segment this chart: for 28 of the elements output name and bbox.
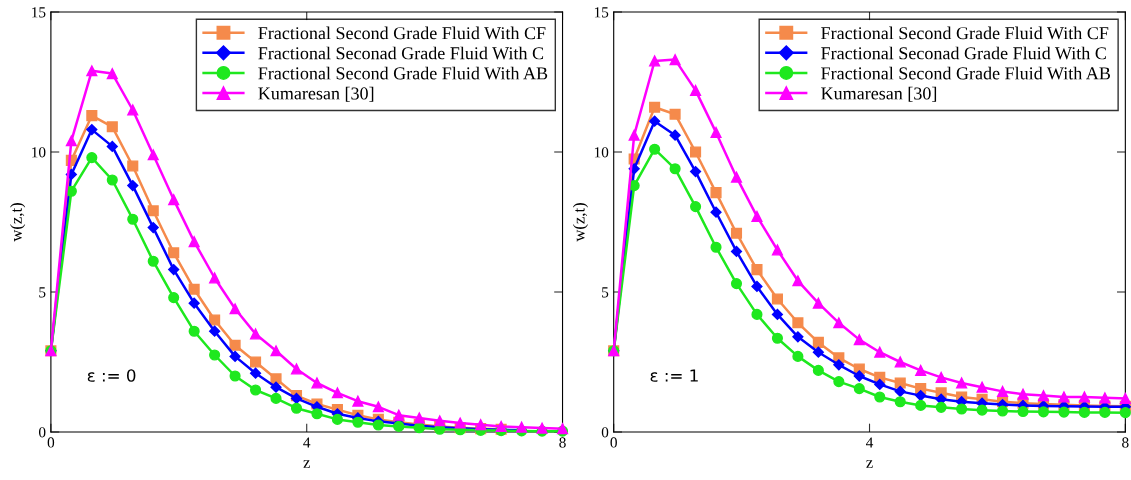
- y-tick-label: 0: [38, 427, 46, 438]
- annotation: ε := 1: [650, 369, 698, 382]
- x-axis-title: z: [866, 460, 873, 468]
- y-tick-label: 10: [594, 147, 609, 158]
- legend-label: Fractional Seconad Grade Fluid With C: [258, 46, 544, 60]
- y-tick-label: 10: [32, 147, 46, 158]
- legend-label: Fractional Second Grade Fluid With CF: [258, 26, 546, 40]
- x-tick-label: 0: [47, 437, 55, 448]
- x-tick-label: 0: [610, 437, 617, 448]
- y-tick-label: 0: [601, 427, 609, 438]
- x-tick-label: 8: [559, 437, 566, 448]
- y-tick-label: 15: [32, 7, 46, 18]
- legend-label: Fractional Seconad Grade Fluid With C: [821, 46, 1106, 60]
- legend-label: Fractional Second Grade Fluid With AB: [821, 66, 1111, 80]
- legend-label: Fractional Second Grade Fluid With AB: [258, 66, 548, 80]
- annotation: ε := 0: [87, 369, 136, 382]
- legend-label: Kumaresan [30]: [821, 86, 937, 102]
- y-tick-label: 5: [602, 287, 609, 298]
- x-tick-label: 4: [303, 437, 311, 448]
- x-tick-label: 8: [1122, 437, 1129, 448]
- y-tick-label: 5: [39, 287, 46, 298]
- y-tick-label: 15: [594, 7, 609, 18]
- x-axis-title: z: [303, 460, 310, 468]
- y-axis-title: w(z,t): [10, 203, 26, 242]
- y-axis-title: w(z,t): [572, 203, 589, 242]
- x-tick-label: 4: [866, 437, 874, 448]
- legend-label: Fractional Second Grade Fluid With CF: [821, 26, 1109, 40]
- legend-label: Kumaresan [30]: [258, 86, 374, 102]
